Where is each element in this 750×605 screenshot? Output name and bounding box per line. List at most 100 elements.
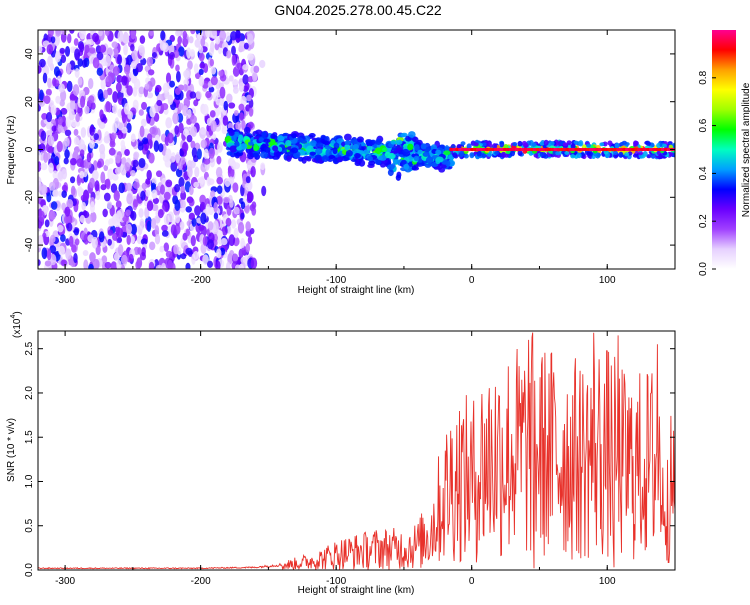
spectrogram-cell	[125, 209, 131, 217]
spectrogram-cell	[140, 118, 147, 127]
spectrogram-cell	[81, 202, 86, 211]
spectrogram-cell	[175, 30, 181, 37]
spectrogram-cell	[71, 244, 77, 253]
spectrogram-cell	[121, 111, 127, 124]
spectrogram-cell	[48, 181, 56, 191]
spectrogram-cell	[88, 78, 94, 90]
spectrogram-cell	[242, 64, 249, 71]
spectrogram-cell	[138, 157, 146, 169]
spectrogram-cell	[396, 139, 403, 145]
spectrogram-cell	[48, 162, 54, 174]
spectrogram-cell	[92, 258, 100, 269]
spectrogram-cell	[137, 142, 144, 151]
spectrogram-cell	[89, 139, 95, 149]
spectrogram-cell	[151, 217, 157, 229]
spectrogram-cell	[39, 89, 44, 101]
spectrogram-cell	[146, 220, 152, 232]
spectrogram-cell	[84, 44, 90, 54]
spectrogram-cell	[108, 147, 116, 156]
spectrogram-cell	[624, 152, 630, 157]
spectrogram-cell	[224, 178, 231, 188]
spectrogram-cell	[68, 109, 75, 121]
snr-multiplier-base: (x10	[12, 318, 23, 338]
spectrogram-cell	[203, 148, 209, 160]
spectrogram-cell	[174, 183, 181, 193]
spectrogram-cell	[315, 142, 324, 148]
spectrogram-cell	[252, 152, 259, 158]
spectrogram-cell	[121, 157, 127, 165]
spectrogram-cell	[46, 192, 52, 203]
spectrogram-cell	[151, 51, 157, 59]
spectrogram-cell	[55, 30, 62, 37]
spectrogram-cell	[61, 30, 67, 35]
spectrogram-cell	[88, 95, 95, 104]
spectrogram-cell	[71, 119, 78, 128]
spectrogram-cell	[247, 33, 254, 45]
spectrogram-cell	[238, 134, 244, 142]
spectrogram-cell	[658, 153, 664, 160]
spectrogram-cell	[151, 189, 158, 199]
spectrogram-cell	[58, 83, 65, 93]
spectrogram-cell	[98, 30, 103, 37]
spectrogram-cell	[578, 140, 584, 147]
spectrogram-cell	[308, 133, 316, 138]
spectrogram-cell	[74, 238, 80, 246]
spectrogram-cell	[148, 241, 156, 251]
spectrogram-cell	[38, 183, 46, 196]
spectrogram-cell	[175, 152, 181, 164]
spectrogram-cell	[162, 42, 169, 53]
spectrogram-cell	[61, 202, 67, 211]
spectrogram-cell	[156, 99, 163, 107]
spectrogram-cell	[185, 206, 193, 213]
spectrogram-cell	[38, 210, 45, 222]
spectrogram-cell	[637, 150, 643, 156]
spectrogram-cells	[38, 30, 675, 269]
spectrogram-cell	[175, 70, 181, 83]
spectrogram-cell	[139, 218, 145, 230]
spectrogram-cell	[89, 252, 96, 263]
spectrogram-cell	[492, 143, 498, 150]
snr-x-label: Height of straight line (km)	[298, 585, 415, 596]
spectrogram-cell	[115, 82, 122, 93]
spectrogram-cell	[332, 147, 338, 155]
spectrogram-cell	[146, 80, 153, 93]
spectrogram-cell	[154, 225, 160, 237]
spectrogram-cell	[228, 234, 236, 247]
spectrogram-cell	[259, 59, 266, 69]
spectrogram-cell	[123, 64, 131, 75]
spectrogram-cell	[113, 252, 120, 262]
spectrogram-cell	[77, 58, 84, 67]
spectrogram-cell	[422, 151, 430, 157]
spectrogram-cell	[586, 151, 592, 156]
spectrogram-cell	[105, 100, 111, 113]
spectrogram-cell	[170, 224, 177, 236]
spectrogram-cell	[207, 178, 215, 186]
spectrogram-cell	[55, 95, 61, 104]
spectrogram-cell	[229, 198, 234, 208]
spectrogram-cell	[473, 142, 479, 147]
spectrogram-cell	[83, 233, 89, 245]
spectrogram-cell	[88, 47, 96, 54]
spectrogram-cell	[177, 36, 183, 45]
snr-ytick-label: 1.5	[24, 430, 35, 444]
spectrogram-cell	[98, 231, 105, 243]
spectrogram-cell	[344, 133, 352, 141]
spectrogram-cell	[223, 100, 229, 111]
spectrogram-cell	[91, 170, 99, 181]
spectrogram-cell	[79, 215, 86, 223]
snr-xtick-label: -100	[326, 576, 346, 587]
spectrogram-cell	[97, 88, 104, 101]
spectrogram-cell	[231, 162, 236, 170]
spectrogram-cell	[325, 149, 331, 157]
spectrogram-cell	[314, 154, 321, 160]
spectrogram-cell	[248, 107, 254, 117]
spectrogram-cell	[180, 190, 187, 201]
spectrogram-cell	[136, 63, 143, 73]
snr-x-axis: -300 -200 -100 0 100	[55, 331, 676, 587]
spectrogram-cell	[54, 156, 60, 166]
spectrogram-cell	[182, 141, 189, 153]
spectrogram-cell	[233, 227, 239, 239]
spectrogram-cell	[246, 94, 252, 102]
spectrogram-cell	[90, 211, 97, 223]
spectrogram-cell	[161, 102, 169, 111]
